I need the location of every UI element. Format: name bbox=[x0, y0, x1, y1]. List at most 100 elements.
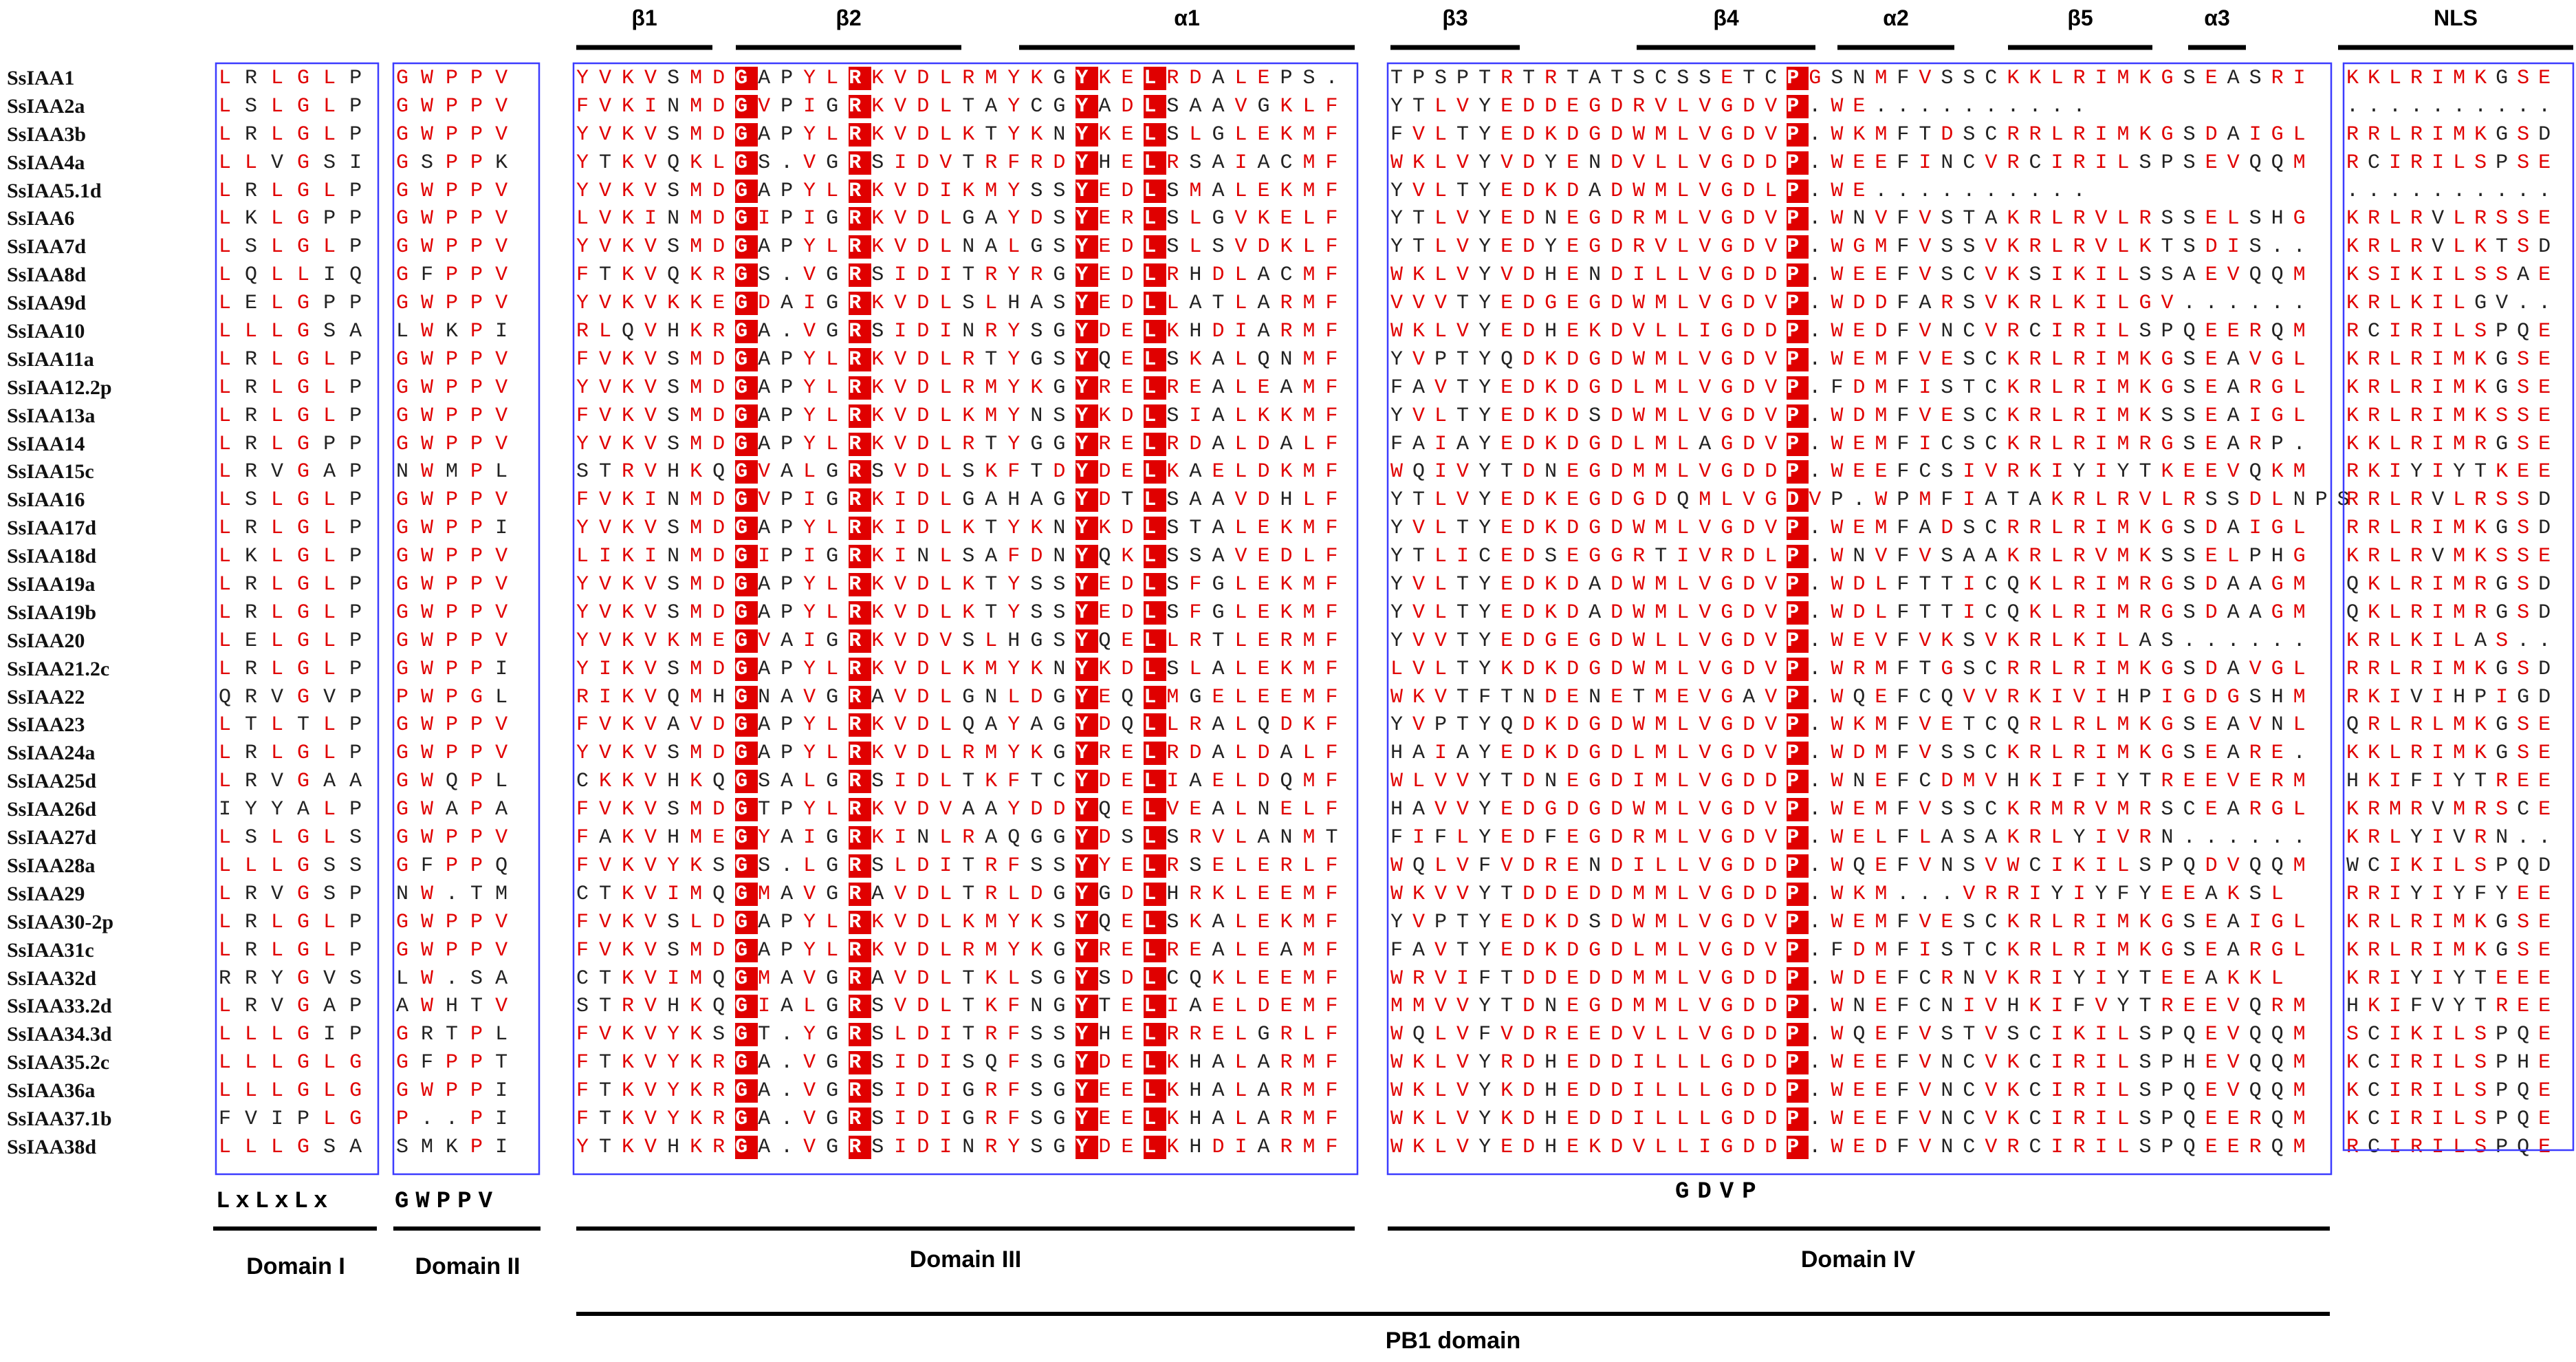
alignment-row: GWPPI bbox=[396, 657, 521, 681]
alignment-row: WCIKILSPQD bbox=[2346, 854, 2560, 878]
alignment-row: YVLTYEDKDSDWMLVGDVP.WDMFVESCKRLRIMKSSEAI… bbox=[1390, 404, 2315, 428]
alignment-row: .......... bbox=[2346, 179, 2560, 203]
alignment-row: GWPPV bbox=[396, 235, 521, 259]
alignment-row: YVKVSMDGAPYLRKVDLRTYGGYRELRDALDALF bbox=[576, 432, 1349, 456]
alignment-row: YTLICEDSEGGRTIVRDLP.WNVFVSAAKRLRVMKSSELP… bbox=[1390, 545, 2315, 569]
alignment-row: FVKINMDGVPIGRKVDLTAYCGYADLSAAVGKLF bbox=[576, 94, 1349, 118]
alignment-row: YTLVYEDYEGDRVLVGDVP.WGMFVSSVKRLRVLKTSDIS… bbox=[1390, 235, 2315, 259]
alignment-row: WKVVYTDDEDDMMLVGDDP.WKM...VRRIYIYFYEEAKS… bbox=[1390, 882, 2293, 906]
alignment-row: KRLRIMKSSE bbox=[2346, 404, 2560, 428]
alignment-row: WKLVYVDHENDILLVGDDP.WEEFVSCVKSIKILSSAEVQ… bbox=[1390, 263, 2315, 288]
alignment-row: FVKINMDGVPIGRKIDLGAHAGYDTLSAAVDHLF bbox=[576, 488, 1349, 512]
sequence-name: SsIAA7d bbox=[7, 235, 87, 259]
alignment-row: TPSPTRTRTATSCSSETCPGSNMFVSSCKKLRIMKGSEAS… bbox=[1390, 67, 2315, 90]
alignment-row: GWPPV bbox=[396, 601, 521, 625]
alignment-row: YTKVHKRGA.VGRSIDINRYSGYDELKHDIARMF bbox=[576, 1135, 1349, 1159]
alignment-row: LSLGLP bbox=[219, 488, 376, 512]
alignment-row: QRVGVP bbox=[219, 685, 376, 709]
sequence-name: SsIAA22 bbox=[7, 685, 85, 709]
sequence-name: SsIAA11a bbox=[7, 347, 94, 371]
alignment-row: GWPPV bbox=[396, 629, 521, 653]
alignment-row: LRVGAP bbox=[219, 460, 376, 484]
alignment-row: YIKVSMDGAPYLRKVDLKMYKNYKDLSLALEKMF bbox=[576, 657, 1349, 681]
alignment-row: FVKVSMDGAPYLRKVDLRMYKGYRELREALEAMF bbox=[576, 938, 1349, 962]
sequence-name: SsIAA21.2c bbox=[7, 657, 110, 680]
alignment-row: LVLTYKDKDGDWMLVGDVP.WRMFTGSCRRLRIMKGSDAV… bbox=[1390, 657, 2315, 681]
sequence-name: SsIAA17d bbox=[7, 517, 97, 540]
label-beta1: β1 bbox=[631, 6, 657, 30]
alignment-row: GWPPV bbox=[396, 292, 521, 316]
alignment-row: WKLVYEDHEKDVLLIGDDP.WEDFVNCVRCIRILSPQEER… bbox=[1390, 320, 2315, 344]
alignment-row: FVKVAVDGAPYLRKVDLQAYAGYDQLLRALQDKF bbox=[576, 713, 1349, 737]
label-alpha2: α2 bbox=[1883, 6, 1909, 30]
label-domain3: Domain III bbox=[909, 1246, 1022, 1273]
alignment-row: WQLVFVDRENDILLVGDDP.WQEFVNSVWCIKILSPQDVQ… bbox=[1390, 854, 2315, 878]
alignment-row: FTKVYKRGA.VGRSIDISQFSGYDELKHALARMF bbox=[576, 1051, 1349, 1075]
alignment-row: CKKVHKQGSALGRSIDLTKFTCYDELIAELDQMF bbox=[576, 770, 1349, 794]
alignment-row: WKVTFTNDENETMEVGAVP.WQEFCQVVRKIVIHPIGDGS… bbox=[1390, 685, 2315, 709]
alignment-row: YVKVSMDGAPYLRKVDLKTYKNYKELSLGLEKMF bbox=[576, 122, 1349, 147]
sequence-name: SsIAA24a bbox=[7, 742, 96, 765]
alignment-row: LELGLP bbox=[219, 629, 376, 653]
sequence-name: SsIAA29 bbox=[7, 882, 85, 905]
label-domain4: Domain IV bbox=[1800, 1246, 1916, 1273]
alignment-row: LKLGPP bbox=[219, 207, 376, 231]
alignment-row: LRLGLP bbox=[219, 347, 376, 371]
sequence-name: SsIAA8d bbox=[7, 263, 87, 287]
alignment-row: GWPPV bbox=[396, 488, 521, 512]
alignment-row: LRLGLP bbox=[219, 657, 376, 681]
alignment-row: P..PI bbox=[396, 1107, 521, 1131]
alignment-row: KKLRIMRGSE bbox=[2346, 432, 2560, 456]
alignment-row: RCIRILSPSE bbox=[2346, 151, 2560, 175]
alignment-row: .......... bbox=[2346, 94, 2560, 118]
sequence-name: SsIAA34.3d bbox=[7, 1023, 112, 1046]
nls-block: KKLRIMKGSE.......... RRLRIMKGSD RCIRILSPSE… bbox=[2346, 65, 2559, 1162]
alignment-row: LSLGLP bbox=[219, 94, 376, 118]
alignment-row: RKIYIYTKEE bbox=[2346, 460, 2560, 484]
alignment-row: FVKVSMDGAPYLRKVDLRTYGSYQELSKALQNMF bbox=[576, 347, 1349, 371]
alignment-row: STRVHKQGVALGRSVDLSKFTDYDELKAELDKMF bbox=[576, 460, 1349, 484]
alignment-row: HAVVYEDGDGDWMLVGDVP.WEMFVSSCKRMRVMRSCEAR… bbox=[1390, 798, 2315, 822]
alignment-row: LRLGLP bbox=[219, 910, 376, 934]
alignment-row: LRLGLP bbox=[219, 67, 376, 90]
sequence-name: SsIAA6 bbox=[7, 207, 75, 230]
alignment-row: VVVTYEDGEGDWMLVGDVP.WDDFARSVKRLKILGV....… bbox=[1390, 292, 2315, 316]
alignment-row: GWPPI bbox=[396, 517, 521, 541]
alignment-row: KRMRVMRSCE bbox=[2346, 798, 2560, 822]
alignment-row: LLLGLG bbox=[219, 1079, 376, 1103]
domain4-block: TPSPTRTRTATSCSSETCPGSNMFVSSCKKLRIMKGSEAS… bbox=[1390, 65, 2359, 1162]
alignment-row: FVIPLG bbox=[219, 1107, 376, 1131]
alignment-row: WKLVYEDHEKDVLLIGDDP.WEDFVNCVRCIRILSPQEER… bbox=[1390, 1135, 2315, 1159]
alignment-row: GFPPV bbox=[396, 263, 521, 288]
label-beta4: β4 bbox=[1713, 6, 1739, 30]
alignment-row: YVPTYEDKDSDWMLVGDVP.WEMFVESCKRLRIMKGSEAI… bbox=[1390, 910, 2315, 934]
alignment-row: RIKVQMHGNAVGRAVDLGNLDGYEQLMGELEEMF bbox=[576, 685, 1349, 709]
alignment-row: LRVGAA bbox=[219, 770, 376, 794]
alignment-row: KRLKILGV.. bbox=[2346, 292, 2560, 316]
alignment-row: KRIYIYTEEE bbox=[2346, 966, 2560, 991]
alignment-row: FAVTYEDKDGDLMLVGDVP.FDMFISTCKRLRIMKGSEAR… bbox=[1390, 376, 2315, 400]
sequence-name: SsIAA10 bbox=[7, 320, 85, 343]
sequence-name: SsIAA37.1b bbox=[7, 1107, 112, 1130]
alignment-row: YVLTYEDKDGDWMLVGDVP.WEMFADSCRRLRIMKGSDAI… bbox=[1390, 517, 2315, 541]
label-domain1: Domain I bbox=[246, 1253, 345, 1279]
label-alpha3: α3 bbox=[2204, 6, 2230, 30]
alignment-row: KRLRIMKGSE bbox=[2346, 938, 2560, 962]
alignment-row: GWPPV bbox=[396, 404, 521, 428]
sequence-name: SsIAA18d bbox=[7, 545, 97, 568]
alignment-row: FTKVQKRGS.VGRSIDITRYRGYEDLRHDLACMF bbox=[576, 263, 1349, 288]
alignment-row: LSLGLP bbox=[219, 235, 376, 259]
alignment-row: YVLTYEDKDADWMLVGDVP.WDLFTTICQKLRIMRGSDAA… bbox=[1390, 573, 2315, 597]
label-nls: NLS bbox=[2434, 6, 2478, 30]
alignment-row: YVKVSMDGAPYLRKVDLRMYKGYKELRDALEPS. bbox=[576, 67, 1349, 90]
alignment-row: SCIKILSPQE bbox=[2346, 1023, 2560, 1047]
domain1-block: LRLGLP LSLGLP LRLGLP LLVGSI LRLGLP LKLGPP LSLG… bbox=[219, 65, 375, 1162]
alignment-row: LRLGLP bbox=[219, 122, 376, 147]
alignment-row: QRLRLMKGSE bbox=[2346, 713, 2560, 737]
alignment-row: LWKPI bbox=[396, 320, 521, 344]
sequence-name: SsIAA32d bbox=[7, 966, 97, 990]
sequence-name: SsIAA23 bbox=[7, 713, 85, 737]
alignment-row: KCIRILSPHE bbox=[2346, 1051, 2560, 1075]
alignment-row: LVKINMDGIPIGRKVDLGAYDSYERLSLGVKELF bbox=[576, 207, 1349, 231]
alignment-row: LRLGLP bbox=[219, 376, 376, 400]
